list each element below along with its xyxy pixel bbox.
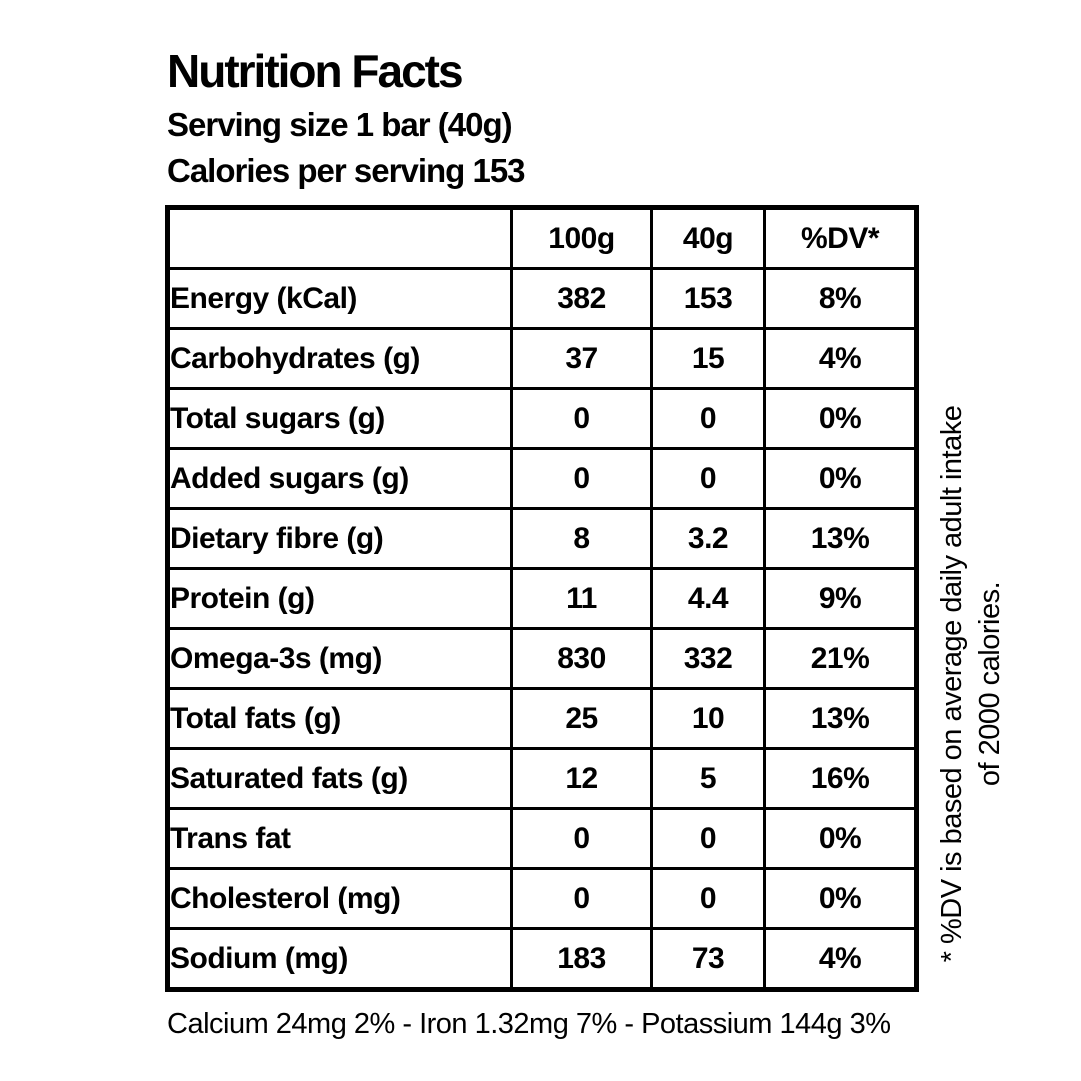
table-row: Saturated fats (g) 12 5 16%	[166, 747, 918, 810]
column-header-dv: %DV*	[763, 206, 918, 270]
table-row: Omega-3s (mg) 830 332 21%	[166, 627, 918, 690]
value-dv: 13%	[763, 507, 918, 570]
value-per-100g: 183	[510, 927, 653, 991]
table-row: Cholesterol (mg) 0 0 0%	[166, 867, 918, 930]
value-dv: 0%	[763, 807, 918, 870]
row-label: Added sugars (g)	[166, 447, 513, 510]
dv-footnote-vertical: * %DV is based on average daily adult in…	[933, 378, 1015, 990]
value-per-40g: 15	[650, 327, 766, 390]
value-dv: 9%	[763, 567, 918, 630]
row-label: Carbohydrates (g)	[166, 327, 513, 390]
serving-size-line: Serving size 1 bar (40g)	[167, 106, 513, 143]
value-per-40g: 332	[650, 627, 766, 690]
dv-footnote-line1: * %DV is based on average daily adult in…	[936, 405, 968, 963]
value-dv: 4%	[763, 327, 918, 390]
row-label: Cholesterol (mg)	[166, 867, 513, 930]
column-header-100g: 100g	[510, 206, 653, 270]
minerals-summary-line: Calcium 24mg 2% - Iron 1.32mg 7% - Potas…	[167, 1008, 891, 1040]
value-dv: 16%	[763, 747, 918, 810]
row-label: Trans fat	[166, 807, 513, 870]
value-per-100g: 0	[510, 447, 653, 510]
calories-line: Calories per serving 153	[167, 152, 526, 189]
value-per-100g: 11	[510, 567, 653, 630]
row-label: Saturated fats (g)	[166, 747, 513, 810]
row-label: Dietary fibre (g)	[166, 507, 513, 570]
value-per-40g: 4.4	[650, 567, 766, 630]
value-dv: 0%	[763, 447, 918, 510]
value-dv: 8%	[763, 267, 918, 330]
label-header: Nutrition Facts Serving size 1 bar (40g)…	[167, 45, 526, 200]
table-row: Sodium (mg) 183 73 4%	[166, 927, 918, 991]
value-per-40g: 73	[650, 927, 766, 991]
table-row: Protein (g) 11 4.4 9%	[166, 567, 918, 630]
value-per-100g: 382	[510, 267, 653, 330]
table-row: Dietary fibre (g) 8 3.2 13%	[166, 507, 918, 570]
value-per-40g: 0	[650, 447, 766, 510]
value-dv: 4%	[763, 927, 918, 991]
dv-footnote-line2: of 2000 calories.	[974, 581, 1006, 787]
table-row: Carbohydrates (g) 37 15 4%	[166, 327, 918, 390]
row-label: Total fats (g)	[166, 687, 513, 750]
value-per-100g: 8	[510, 507, 653, 570]
value-dv: 21%	[763, 627, 918, 690]
value-per-40g: 10	[650, 687, 766, 750]
column-header-40g: 40g	[650, 206, 766, 270]
value-per-40g: 0	[650, 807, 766, 870]
value-per-40g: 5	[650, 747, 766, 810]
value-per-40g: 153	[650, 267, 766, 330]
value-per-100g: 37	[510, 327, 653, 390]
value-per-100g: 12	[510, 747, 653, 810]
value-per-40g: 0	[650, 867, 766, 930]
row-label: Total sugars (g)	[166, 387, 513, 450]
table-row: Total fats (g) 25 10 13%	[166, 687, 918, 750]
value-per-100g: 830	[510, 627, 653, 690]
nutrition-table: 100g 40g %DV* Energy (kCal) 382 153 8% C…	[165, 205, 919, 992]
value-dv: 0%	[763, 387, 918, 450]
table-row: Energy (kCal) 382 153 8%	[166, 267, 918, 330]
value-dv: 0%	[763, 867, 918, 930]
value-per-100g: 25	[510, 687, 653, 750]
row-label: Energy (kCal)	[166, 267, 513, 330]
table-row: Total sugars (g) 0 0 0%	[166, 387, 918, 450]
row-label: Protein (g)	[166, 567, 513, 630]
column-header-blank	[165, 206, 513, 270]
row-label: Sodium (mg)	[166, 927, 513, 991]
table-header-row: 100g 40g %DV*	[165, 206, 918, 270]
table-row: Added sugars (g) 0 0 0%	[166, 447, 918, 510]
value-per-100g: 0	[510, 867, 653, 930]
value-per-100g: 0	[510, 387, 653, 450]
value-per-40g: 0	[650, 387, 766, 450]
page-title: Nutrition Facts	[167, 45, 464, 97]
value-per-40g: 3.2	[650, 507, 766, 570]
table-row: Trans fat 0 0 0%	[166, 807, 918, 870]
value-per-100g: 0	[510, 807, 653, 870]
value-dv: 13%	[763, 687, 918, 750]
row-label: Omega-3s (mg)	[166, 627, 513, 690]
